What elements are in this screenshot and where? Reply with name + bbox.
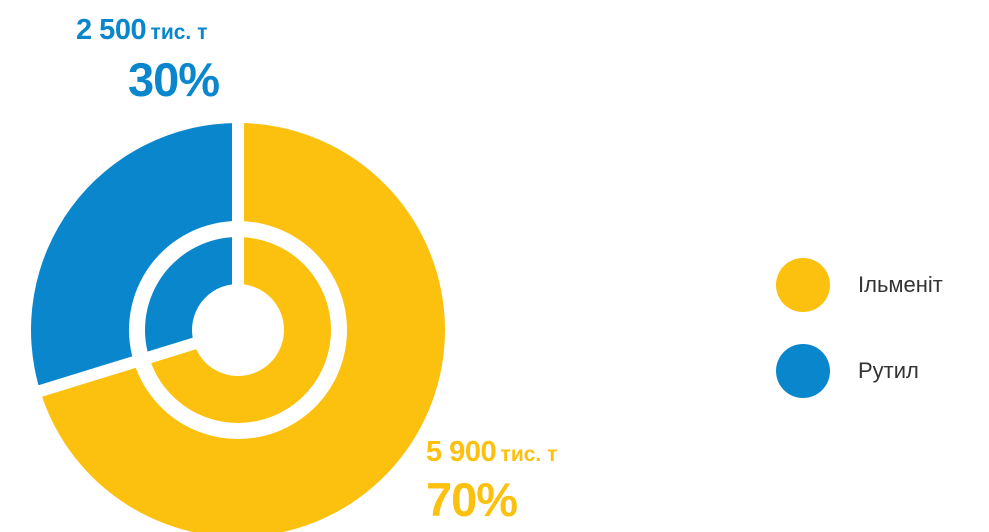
outer-slice-rutile (31, 123, 239, 392)
legend-swatch-rutile (776, 344, 830, 398)
outer-slice-separator (36, 355, 138, 398)
ilmenite-amount-value: 5 900 (426, 436, 497, 468)
legend-label-ilmenite: Ільменіт (858, 272, 943, 297)
rutile-amount-label: 2 500 тис. т (76, 14, 207, 47)
ilmenite-amount-label: 5 900 тис. т (426, 436, 557, 469)
rutile-amount-unit: тис. т (150, 21, 208, 44)
ilmenite-amount-unit: тис. т (500, 443, 558, 466)
inner-slice-rutile (145, 237, 238, 358)
outer-ring (31, 121, 445, 532)
legend-item-ilmenite: Ільменіт (776, 258, 943, 312)
legend-item-rutile: Рутил (776, 344, 919, 398)
inner-slice-ilmenite (149, 237, 332, 423)
inner-ring (145, 235, 332, 423)
rutile-percent-label: 30% (128, 53, 220, 106)
legend-swatch-ilmenite (776, 258, 830, 312)
inner-slice-separator (145, 337, 198, 364)
ilmenite-percent-label: 70% (426, 473, 518, 526)
legend-label-rutile: Рутил (858, 358, 919, 383)
rutile-amount-value: 2 500 (76, 14, 147, 46)
outer-slice-ilmenite (40, 123, 445, 532)
